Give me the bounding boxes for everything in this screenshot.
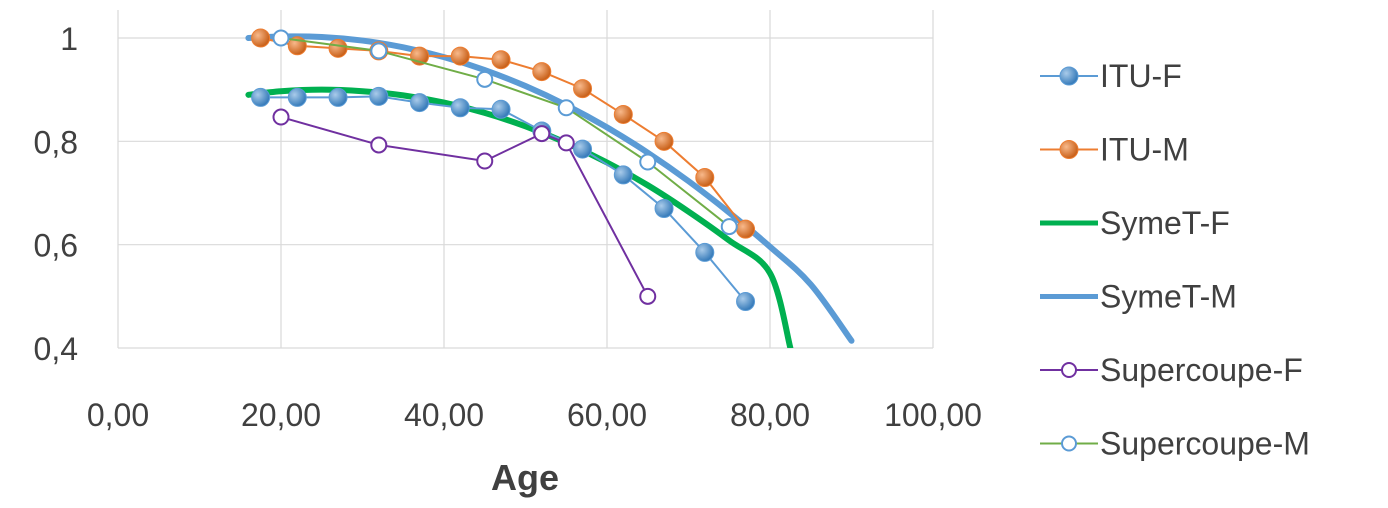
series-supercoupe-m [272, 29, 738, 236]
x-axis-title: Age [491, 457, 559, 498]
y-tick-label: 0,8 [34, 124, 78, 160]
data-point [450, 98, 470, 118]
legend-item-supercoupe-m: Supercoupe-M [1040, 426, 1310, 462]
legend-label: SymeT-M [1100, 279, 1237, 315]
data-point [613, 165, 633, 185]
data-point [251, 28, 271, 48]
legend: ITU-F ITU-M SymeT-F SymeT-M Supercoupe-F Supe… [1040, 58, 1310, 462]
data-point [654, 131, 674, 151]
x-tick-label: 60,00 [567, 397, 647, 433]
series-curve-symet-m [245, 33, 855, 344]
data-point [450, 46, 470, 66]
data-point [410, 93, 430, 113]
legend-item-itu-m: ITU-M [1040, 132, 1189, 168]
data-point [328, 87, 348, 107]
data-point [476, 152, 494, 170]
data-point [613, 104, 633, 124]
series-line-supercoupe-f [280, 116, 649, 297]
y-tick-label: 0,4 [34, 331, 78, 367]
data-point [328, 38, 348, 58]
data-point [370, 136, 388, 154]
data-point [532, 62, 552, 82]
x-tick-label: 40,00 [404, 397, 484, 433]
series-curve-symet-f [245, 86, 794, 348]
data-point [654, 199, 674, 218]
y-tick-label: 0,6 [34, 228, 78, 264]
data-point [573, 139, 593, 159]
data-point [695, 242, 715, 262]
data-point [736, 219, 756, 239]
legend-marker [1061, 435, 1077, 452]
data-point [533, 125, 551, 143]
legend-item-supercoupe-f: Supercoupe-F [1040, 352, 1303, 388]
data-point [557, 134, 575, 152]
legend-label: Supercoupe-F [1100, 352, 1303, 388]
x-tick-label: 100,00 [884, 397, 982, 433]
series-itu-f [251, 86, 756, 311]
legend-label: SymeT-F [1100, 205, 1230, 241]
data-point [639, 287, 657, 305]
x-tick-label: 80,00 [730, 397, 810, 433]
series-symet-f [245, 86, 794, 348]
data-point [369, 86, 389, 106]
legend-marker [1061, 362, 1077, 378]
legend-label: ITU-F [1100, 58, 1182, 94]
series-line-supercoupe-m [280, 37, 730, 228]
data-point [272, 108, 290, 126]
x-tick-label: 20,00 [241, 397, 321, 433]
data-point [287, 87, 307, 107]
data-point [370, 42, 388, 60]
data-point [573, 79, 593, 99]
legend-item-symet-f: SymeT-F [1040, 205, 1230, 241]
data-point [639, 153, 657, 171]
grid [117, 10, 934, 349]
legend-label: Supercoupe-M [1100, 426, 1310, 462]
data-point [557, 99, 575, 117]
series-symet-m [245, 33, 855, 344]
axes: 0,00 20,00 40,00 60,00 80,00 100,00 0,4 0,6 0,8 1 [34, 21, 982, 433]
data-point [491, 99, 511, 119]
legend-marker [1059, 66, 1079, 86]
legend-item-itu-f: ITU-F [1040, 58, 1182, 94]
data-point [272, 29, 290, 47]
series-supercoupe-f [272, 108, 657, 305]
legend-item-symet-m: SymeT-M [1040, 279, 1237, 315]
data-point [736, 292, 756, 311]
legend-label: ITU-M [1100, 132, 1189, 168]
data-point [251, 87, 271, 107]
data-point [695, 168, 715, 187]
x-tick-label: 0,00 [87, 397, 149, 433]
data-point [476, 70, 494, 88]
plot-area [245, 28, 855, 348]
data-point [720, 218, 738, 236]
legend-marker [1059, 140, 1079, 159]
y-tick-label: 1 [60, 21, 78, 57]
data-point [491, 50, 511, 70]
